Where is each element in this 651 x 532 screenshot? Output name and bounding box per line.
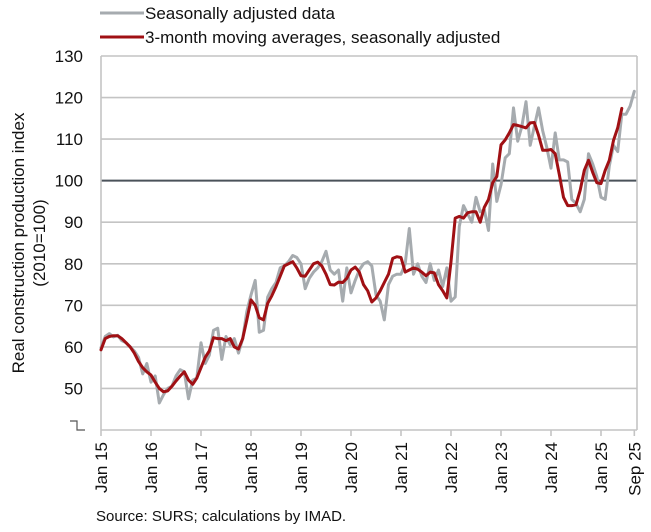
series-line-moving-average [99,106,624,394]
x-tick-label: Jan 21 [392,442,411,493]
axis-break-symbol [70,420,85,431]
y-tick-label: 100 [55,172,83,191]
y-tick-label: 90 [64,213,83,232]
legend-label: Seasonally adjusted data [145,4,336,23]
x-tick-label: Jan 15 [92,442,111,493]
axes [70,56,638,431]
gridlines [101,55,637,390]
y-tick-label: 110 [56,130,83,149]
x-tick-label: Jan 19 [292,442,311,493]
y-tick-label: 70 [64,296,83,315]
x-tick-label: Sep 25 [625,442,644,496]
x-tick-labels: Jan 15 Jan 16 Jan 17 Jan 18 Jan 19 Jan 20 Jan … [92,430,644,496]
x-tick-label: Jan 17 [192,442,211,493]
y-tick-label: 80 [64,255,83,274]
legend-item-moving-average: 3-month moving averages, seasonally adju… [100,28,500,47]
y-tick-label: 130 [55,47,83,66]
legend-item-seasonally-adjusted: Seasonally adjusted data [100,4,336,23]
source-note: Source: SURS; calculations by IMAD. [96,508,347,525]
y-tick-label: 50 [64,379,83,398]
y-axis-title-line1: Real construction production index [9,112,28,373]
y-tick-labels: 50 60 70 80 90 100 110 120 130 [55,47,83,398]
x-tick-label: Jan 24 [542,442,561,493]
y-tick-label: 60 [64,338,83,357]
legend-label: 3-month moving averages, seasonally adju… [145,28,500,47]
x-tick-label: Jan 25 [592,442,611,493]
y-tick-label: 120 [55,89,83,108]
x-tick-label: Jan 18 [242,442,261,493]
x-tick-label: Jan 16 [142,442,161,493]
x-tick-label: Jan 22 [442,442,461,493]
series-line-seasonally-adjusted [99,89,636,405]
legend: Seasonally adjusted data 3-month moving … [100,4,500,47]
series-lines [99,89,636,405]
y-axis-title: Real construction production index (2010… [9,112,49,373]
y-axis-title-line2: (2010=100) [30,199,49,286]
x-tick-label: Jan 20 [342,442,361,493]
x-tick-label: Jan 23 [492,442,511,493]
